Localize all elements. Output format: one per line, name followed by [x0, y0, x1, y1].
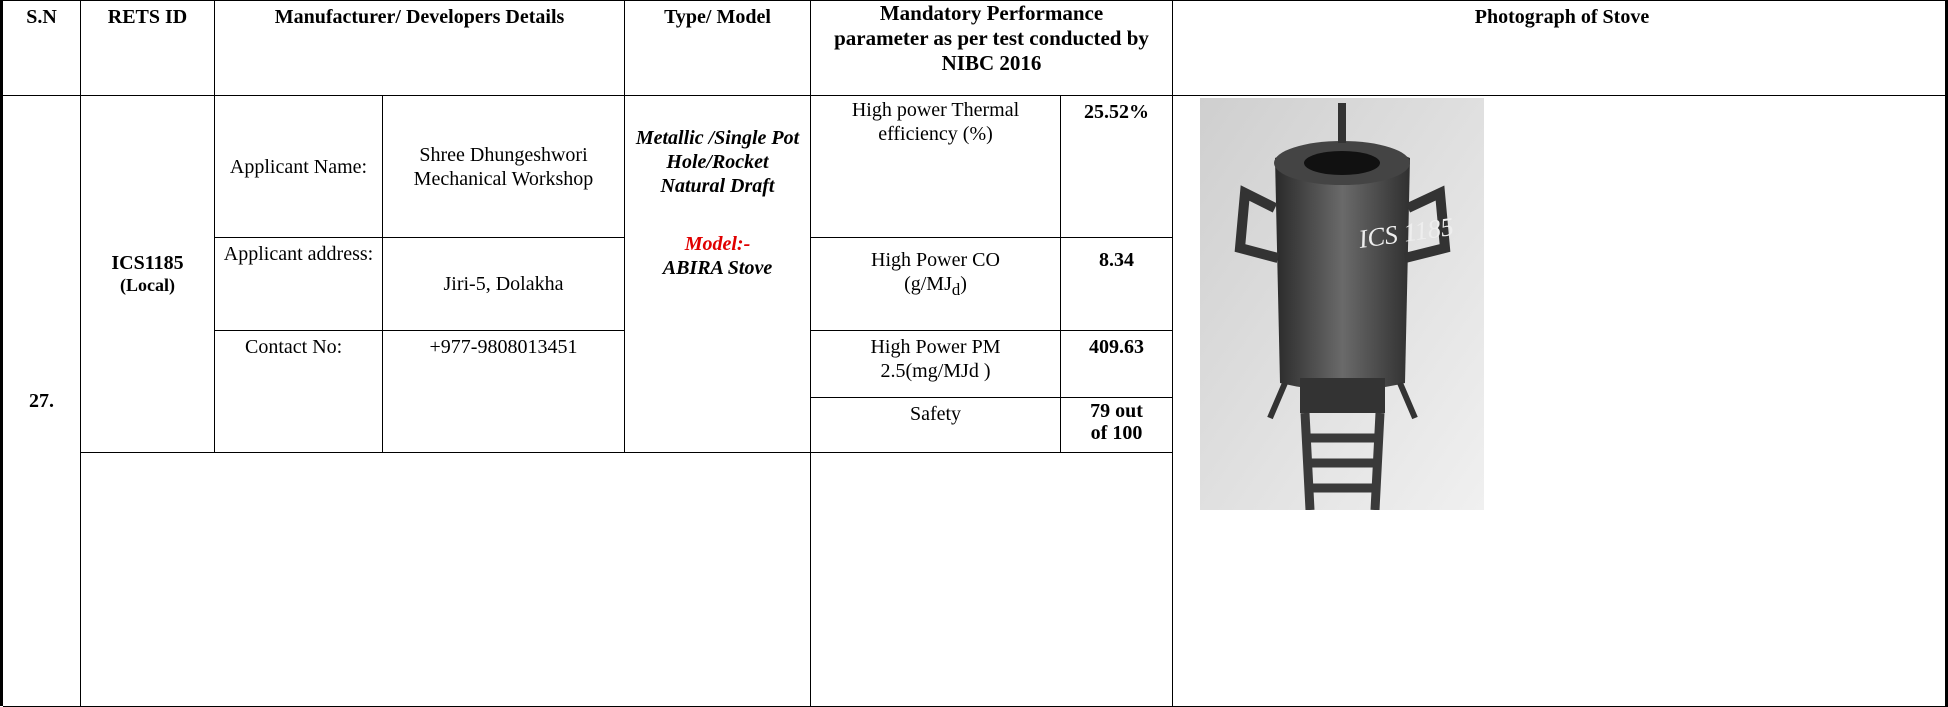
value: 79 out of 100 — [1090, 400, 1143, 444]
sn: 27. — [29, 390, 54, 412]
parameter-value: 8.34 — [1061, 238, 1173, 331]
value: 8.34 — [1099, 249, 1134, 271]
parameter-value: 25.52% — [1061, 96, 1173, 238]
value: Jiri-5, Dolakha — [443, 273, 564, 295]
parameter-name: High power Thermal efficiency (%) — [811, 96, 1061, 238]
applicant-value: Jiri-5, Dolakha — [383, 238, 625, 331]
parameter-value: 79 out of 100 — [1061, 398, 1173, 453]
model-label: Model:- — [684, 233, 751, 255]
value: Shree Dhungeshwori Mechanical Workshop — [413, 143, 594, 190]
model-name: ABIRA Stove — [662, 257, 773, 279]
label: Applicant address: — [223, 243, 374, 265]
applicant-label: Applicant address: — [215, 238, 383, 331]
rets-note: (Local) — [120, 275, 175, 296]
header-cell: Type/ Model — [625, 1, 811, 96]
rets-cell: ICS1185 (Local) — [81, 96, 215, 453]
header-cell: RETS ID — [81, 1, 215, 96]
stove-photo: ICS 1185 — [1200, 98, 1484, 510]
parameter-value: 409.63 — [1061, 331, 1173, 398]
subscript: d — [951, 280, 961, 299]
applicant-value: +977-9808013451 — [383, 331, 625, 453]
name: High power Thermal efficiency (%) — [851, 99, 1020, 145]
type-cell: Metallic /Single Pot Hole/Rocket Natural… — [625, 96, 811, 453]
applicant-value: Shree Dhungeshwori Mechanical Workshop — [383, 96, 625, 238]
value: 25.52% — [1084, 101, 1149, 123]
name: Safety — [909, 403, 962, 425]
parameter-name: Safety — [811, 398, 1061, 453]
name-end: ) — [960, 273, 967, 295]
photo-cell: ICS 1185 — [1173, 96, 1948, 707]
sn-cell: 27. — [3, 96, 81, 707]
parameter-name: High Power PM 2.5(mg/MJd ) — [811, 331, 1061, 398]
rets-id: ICS1185 — [111, 252, 184, 275]
name: High Power PM 2.5(mg/MJd ) — [870, 336, 1001, 382]
value: 409.63 — [1089, 336, 1144, 358]
name: High Power CO (g/MJ — [871, 249, 1000, 295]
header-cell: Photograph of Stove — [1173, 1, 1948, 96]
applicant-label: Contact No: — [215, 331, 383, 453]
header-cell: S.N — [3, 1, 81, 96]
certificate-label-cell — [81, 453, 811, 707]
header-cell: Manufacturer/ Developers Details — [215, 1, 625, 96]
certificate-date-cell — [811, 453, 1173, 707]
parameter-name: High Power CO (g/MJd) — [811, 238, 1061, 331]
header-cell: Mandatory Performance parameter as per t… — [811, 1, 1173, 96]
label: Applicant Name: — [229, 155, 368, 178]
type: Metallic /Single Pot Hole/Rocket Natural… — [635, 127, 800, 197]
label: Contact No: — [245, 336, 343, 358]
value: +977-9808013451 — [429, 336, 578, 358]
applicant-label: Applicant Name: — [215, 96, 383, 238]
